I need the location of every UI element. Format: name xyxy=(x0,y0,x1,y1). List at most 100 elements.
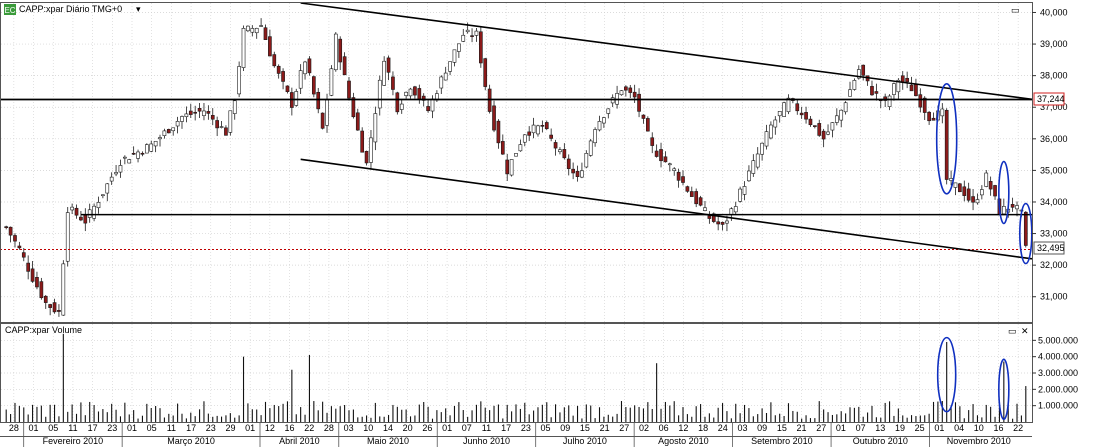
month-label: Junho 2010 xyxy=(463,436,510,446)
day-tick-label: 19 xyxy=(895,423,905,433)
candle-body xyxy=(830,122,835,131)
ec-badge[interactable] xyxy=(4,4,16,15)
candle-body xyxy=(285,85,290,93)
candle-body xyxy=(144,144,149,154)
symbol-label[interactable]: CAPP:xpar Diário TMG+0 xyxy=(19,4,122,14)
candle-body xyxy=(483,58,488,87)
candle-body xyxy=(711,213,716,222)
candle-body xyxy=(263,27,268,40)
candle-body xyxy=(716,221,721,225)
candle-body xyxy=(246,25,250,32)
volume-axis: 5.000.000 4.000.000 3.000.000 2.000.000 1.00… xyxy=(1032,335,1078,411)
candle-body xyxy=(927,111,931,122)
candle-body xyxy=(360,130,365,153)
candle-body xyxy=(558,149,562,153)
candle-body xyxy=(852,80,857,90)
day-tick-label: 09 xyxy=(757,423,767,433)
candle-body xyxy=(474,30,479,36)
candle-body xyxy=(153,140,158,147)
day-tick-label: 27 xyxy=(619,423,629,433)
candle-body xyxy=(905,77,909,83)
highlight-ellipse-price-2[interactable] xyxy=(998,160,1010,225)
candle-body xyxy=(637,93,641,112)
candle-body xyxy=(391,76,395,90)
candle-body xyxy=(909,84,914,92)
candle-body xyxy=(769,124,773,139)
candle-body xyxy=(426,106,430,112)
candle-body xyxy=(522,134,527,143)
day-tick-label: 01 xyxy=(442,423,452,433)
price-tick-label: 40,000 xyxy=(1040,7,1068,17)
candle-body xyxy=(988,181,993,190)
candle-body xyxy=(254,27,259,34)
candle-body xyxy=(39,281,44,299)
day-tick-label: 17 xyxy=(501,423,511,433)
highlight-ellipse-volume-1[interactable] xyxy=(936,336,957,413)
candle-body xyxy=(786,97,791,113)
highlight-ellipse-price-1[interactable] xyxy=(935,83,958,195)
day-tick-label: 16 xyxy=(993,423,1003,433)
day-tick-label: 21 xyxy=(600,423,610,433)
candle-body xyxy=(975,199,980,204)
day-tick-label: 23 xyxy=(521,423,531,433)
close-icon[interactable]: ✕ xyxy=(1021,326,1029,336)
candle-body xyxy=(1015,205,1019,210)
candle-body xyxy=(272,54,277,67)
candle-body xyxy=(43,295,48,303)
candle-body xyxy=(870,86,874,96)
candle-body xyxy=(404,91,408,96)
price-tick-label: 33,000 xyxy=(1040,229,1068,239)
candle-body xyxy=(663,156,668,163)
candle-body xyxy=(505,159,510,175)
volume-tick-label: 4.000.000 xyxy=(1038,352,1078,362)
candle-body xyxy=(65,212,70,262)
candle-body xyxy=(628,87,633,93)
day-tick-label: 11 xyxy=(68,423,77,433)
month-label: Agosto 2010 xyxy=(658,436,709,446)
highlight-ellipse-volume-2[interactable] xyxy=(998,358,1010,421)
chevron-down-icon[interactable]: ▾ xyxy=(136,4,141,14)
restore-icon-volume[interactable]: ▭ xyxy=(1008,326,1017,336)
highlight-ellipse-price-3[interactable] xyxy=(1019,202,1033,265)
candle-body xyxy=(408,88,413,97)
candle-body xyxy=(210,115,215,120)
candle-body xyxy=(962,186,967,196)
restore-icon[interactable]: ▭ xyxy=(1011,5,1020,15)
candle-body xyxy=(580,170,584,178)
day-tick-label: 15 xyxy=(580,423,590,433)
candle-body xyxy=(672,168,677,171)
candle-body xyxy=(566,158,571,170)
day-tick-label: 18 xyxy=(698,423,708,433)
candle-body xyxy=(430,98,435,112)
day-tick-label: 06 xyxy=(659,423,669,433)
candle-body xyxy=(650,137,655,146)
candle-body xyxy=(597,121,602,131)
drawn-overlays xyxy=(0,2,1033,421)
candle-body xyxy=(241,27,246,68)
candle-body xyxy=(228,110,233,133)
candle-body xyxy=(900,75,905,83)
candle-body xyxy=(74,207,79,216)
candle-body xyxy=(166,129,171,134)
candle-body xyxy=(624,86,628,91)
candle-body xyxy=(931,117,936,121)
price-tick-label: 36,000 xyxy=(1040,134,1068,144)
candle-body xyxy=(918,94,923,108)
candle-body xyxy=(984,172,989,187)
upper-channel-trendline[interactable] xyxy=(300,2,1033,101)
candle-body xyxy=(461,34,466,42)
candle-body xyxy=(369,137,373,163)
candle-body xyxy=(553,142,558,149)
candle-body xyxy=(8,226,13,236)
day-tick-label: 03 xyxy=(737,423,747,433)
lower-channel-trendline[interactable] xyxy=(300,158,1033,260)
price-tick-label: 35,000 xyxy=(1040,165,1068,175)
candle-body xyxy=(593,129,597,144)
day-tick-label: 01 xyxy=(29,423,39,433)
candle-body xyxy=(193,111,198,114)
candle-body xyxy=(764,131,769,147)
candle-body xyxy=(303,61,307,75)
price-tick-label: 37,000 xyxy=(1040,102,1068,112)
candle-body xyxy=(351,97,356,118)
